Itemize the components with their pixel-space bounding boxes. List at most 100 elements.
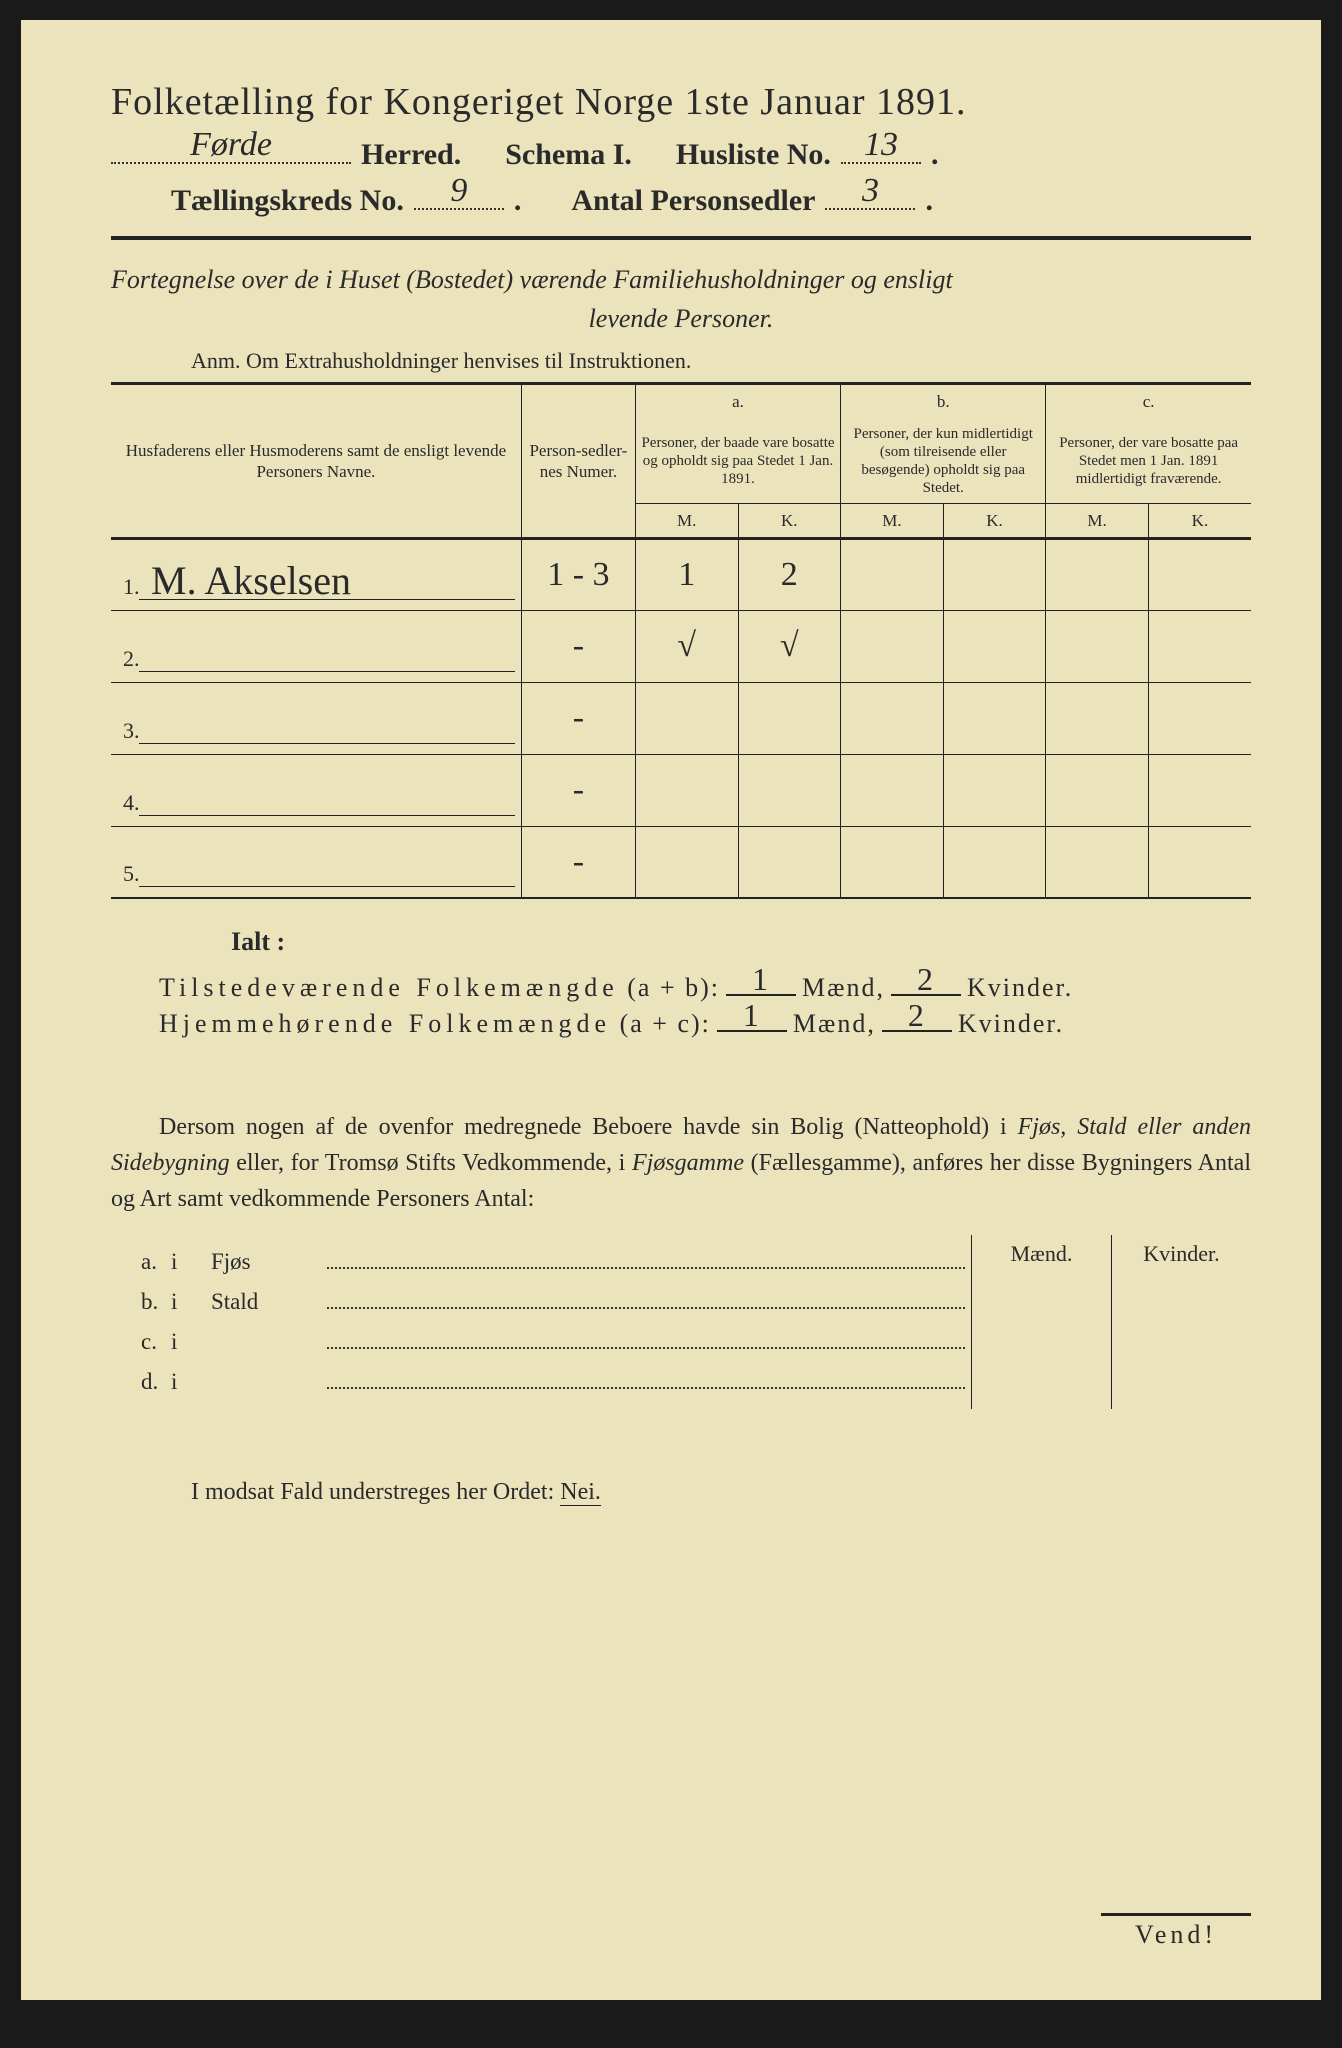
row-b-m	[841, 538, 944, 610]
row-b-k	[943, 610, 1046, 682]
census-form-page: Folketælling for Kongeriget Norge 1ste J…	[21, 20, 1321, 2000]
dwelling-row: c.i	[111, 1329, 971, 1355]
row-b-m	[841, 754, 944, 826]
row-sedler: -	[521, 754, 635, 826]
row-b-k	[943, 682, 1046, 754]
row-b-k	[943, 826, 1046, 898]
row-name-cell: 5.	[111, 826, 521, 898]
row-a-k: √	[738, 610, 841, 682]
th-a-desc: Personer, der baade vare bosatte og opho…	[635, 419, 840, 504]
table-row: 2.-√√	[111, 610, 1251, 682]
personsedler-value: 3	[862, 172, 879, 210]
hjemme-m-field: 1	[717, 1030, 787, 1032]
th-c-head: c.	[1046, 384, 1251, 419]
hjemme-k-field: 2	[882, 1030, 952, 1032]
dwelling-row: a.iFjøs	[111, 1249, 971, 1275]
row-c-m	[1046, 826, 1149, 898]
personsedler-label: Antal Personsedler	[571, 184, 815, 218]
anm-note: Anm. Om Extrahusholdninger henvises til …	[191, 348, 1251, 374]
row-c-m	[1046, 610, 1149, 682]
th-names: Husfaderens eller Husmoderens samt de en…	[111, 384, 521, 539]
th-c-k: K.	[1148, 503, 1251, 538]
row-a-m	[635, 682, 738, 754]
rule-1	[111, 236, 1251, 240]
herred-label: Herred.	[361, 138, 461, 172]
kreds-field: 9	[414, 182, 504, 210]
row-b-m	[841, 826, 944, 898]
th-b-head: b.	[841, 384, 1046, 419]
subtitle-line-1: Fortegnelse over de i Huset (Bostedet) v…	[111, 262, 1251, 298]
th-num: Person-sedler-nes Numer.	[521, 384, 635, 539]
dwelling-row: d.i	[111, 1369, 971, 1395]
th-a-k: K.	[738, 503, 841, 538]
row-b-m	[841, 682, 944, 754]
row-name-cell: 2.	[111, 610, 521, 682]
husliste-field: 13	[841, 136, 921, 164]
page-title: Folketælling for Kongeriget Norge 1ste J…	[111, 80, 1251, 124]
th-b-m: M.	[841, 503, 944, 538]
row-sedler: -	[521, 826, 635, 898]
row-sedler: -	[521, 682, 635, 754]
header-row-1: Førde Herred. Schema I. Husliste No. 13 …	[111, 136, 1251, 172]
row-a-m: √	[635, 610, 738, 682]
th-c-m: M.	[1046, 503, 1149, 538]
tilstede-k-field: 2	[891, 994, 961, 996]
vend-label: Vend!	[1101, 1913, 1251, 1950]
th-b-k: K.	[943, 503, 1046, 538]
row-sedler: 1 - 3	[521, 538, 635, 610]
row-c-k	[1148, 826, 1251, 898]
row-a-k	[738, 682, 841, 754]
row-c-k	[1148, 682, 1251, 754]
totals-hjemme: Hjemmehørende Folkemængde (a + c): 1 Mæn…	[159, 1009, 1251, 1039]
table-row: 4.-	[111, 754, 1251, 826]
row-c-k	[1148, 610, 1251, 682]
tilstede-m-field: 1	[726, 994, 796, 996]
table-row: 5.-	[111, 826, 1251, 898]
row-b-k	[943, 754, 1046, 826]
row-c-m	[1046, 538, 1149, 610]
row-c-m	[1046, 682, 1149, 754]
schema-label: Schema I.	[505, 138, 632, 172]
table-row: 3.-	[111, 682, 1251, 754]
dwelling-block: a.iFjøs b.iStald c.i d.i Mænd. Kvinder.	[111, 1235, 1251, 1409]
row-sedler: -	[521, 610, 635, 682]
main-table: Husfaderens eller Husmoderens samt de en…	[111, 382, 1251, 899]
dwelling-list: a.iFjøs b.iStald c.i d.i	[111, 1235, 971, 1409]
row-a-k	[738, 754, 841, 826]
row-c-k	[1148, 538, 1251, 610]
mk-col-maend: Mænd.	[972, 1235, 1112, 1409]
row-b-m	[841, 610, 944, 682]
row-name-value: M. Akselsen	[151, 557, 351, 604]
herred-field: Førde	[111, 136, 351, 164]
dwelling-paragraph: Dersom nogen af de ovenfor medregnede Be…	[111, 1109, 1251, 1217]
ialt-label: Ialt :	[231, 927, 1251, 957]
mk-col-kvinder: Kvinder.	[1112, 1235, 1251, 1409]
mk-box: Mænd. Kvinder.	[971, 1235, 1251, 1409]
husliste-value: 13	[864, 126, 898, 164]
row-a-m	[635, 754, 738, 826]
row-name-cell: 4.	[111, 754, 521, 826]
row-name-cell: 1.M. Akselsen	[111, 538, 521, 610]
personsedler-field: 3	[825, 182, 915, 210]
row-a-m: 1	[635, 538, 738, 610]
row-a-k: 2	[738, 538, 841, 610]
subtitle-line-2: levende Personer.	[111, 304, 1251, 334]
th-a-head: a.	[635, 384, 840, 419]
row-name-cell: 3.	[111, 682, 521, 754]
herred-value: Førde	[190, 126, 272, 164]
th-b-desc: Personer, der kun midlertidigt (som tilr…	[841, 419, 1046, 504]
table-row: 1.M. Akselsen1 - 312	[111, 538, 1251, 610]
header-row-2: Tællingskreds No. 9 . Antal Personsedler…	[171, 182, 1251, 218]
kreds-value: 9	[450, 172, 467, 210]
row-b-k	[943, 538, 1046, 610]
row-c-m	[1046, 754, 1149, 826]
totals-tilstede: Tilstedeværende Folkemængde (a + b): 1 M…	[159, 973, 1251, 1003]
row-a-k	[738, 826, 841, 898]
dwelling-row: b.iStald	[111, 1289, 971, 1315]
th-a-m: M.	[635, 503, 738, 538]
th-c-desc: Personer, der vare bosatte paa Stedet me…	[1046, 419, 1251, 504]
row-a-m	[635, 826, 738, 898]
nei-line: I modsat Fald understreges her Ordet: Ne…	[191, 1479, 1251, 1506]
husliste-label: Husliste No.	[676, 138, 831, 172]
row-c-k	[1148, 754, 1251, 826]
